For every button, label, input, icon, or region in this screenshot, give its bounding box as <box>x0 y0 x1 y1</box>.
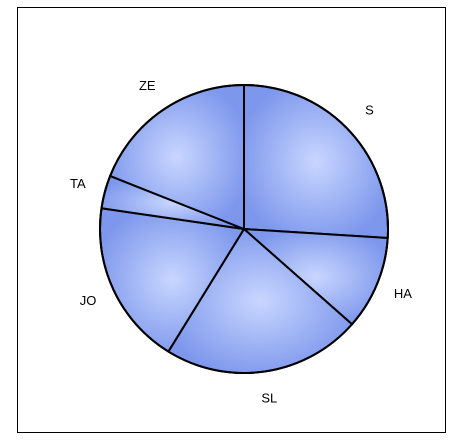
pie-label-sl: SL <box>261 391 277 406</box>
pie-slices <box>99 84 390 374</box>
pie-label-ha: HA <box>394 286 412 301</box>
pie-label-ta: TA <box>70 176 86 191</box>
pie-labels: S HA SL JO TA ZE <box>70 78 412 405</box>
chart-frame: S HA SL JO TA ZE <box>17 7 446 433</box>
pie-chart: S HA SL JO TA ZE <box>70 78 412 405</box>
pie-label-ze: ZE <box>139 78 156 93</box>
pie-label-s: S <box>365 103 374 118</box>
pie-outline <box>99 84 389 374</box>
pie-label-jo: JO <box>80 293 97 308</box>
